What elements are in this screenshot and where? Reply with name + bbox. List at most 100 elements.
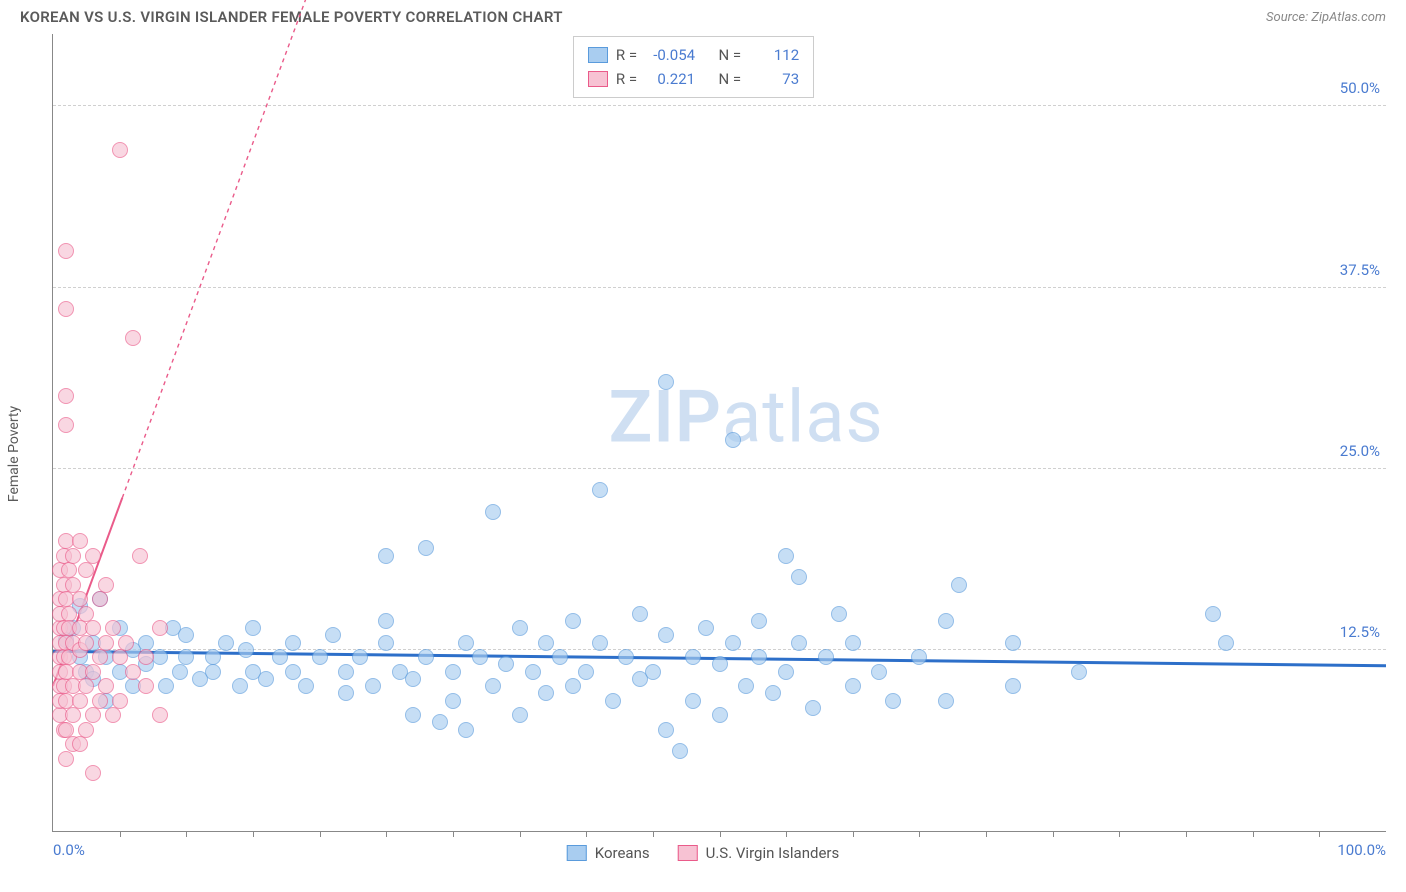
scatter-point [245, 620, 261, 636]
scatter-point [58, 417, 74, 433]
legend-swatch [588, 71, 608, 87]
x-tick [853, 831, 854, 837]
scatter-point [85, 664, 101, 680]
scatter-point [85, 620, 101, 636]
scatter-point [885, 693, 901, 709]
scatter-point [78, 678, 94, 694]
scatter-point [525, 664, 541, 680]
x-tick [253, 831, 254, 837]
x-tick [1119, 831, 1120, 837]
x-tick [1186, 831, 1187, 837]
scatter-point [112, 693, 128, 709]
scatter-point [712, 707, 728, 723]
source-attribution: Source: ZipAtlas.com [1266, 10, 1386, 25]
scatter-point [65, 707, 81, 723]
scatter-point [871, 664, 887, 680]
x-tick [1053, 831, 1054, 837]
scatter-point [1218, 635, 1234, 651]
scatter-point [418, 540, 434, 556]
scatter-point [105, 707, 121, 723]
stat-r-label: R = [616, 67, 637, 91]
scatter-point [698, 620, 714, 636]
scatter-point [178, 627, 194, 643]
scatter-point [85, 765, 101, 781]
scatter-point [658, 627, 674, 643]
scatter-point [458, 722, 474, 738]
scatter-point [72, 693, 88, 709]
scatter-point [845, 678, 861, 694]
scatter-point [1005, 635, 1021, 651]
scatter-point [805, 700, 821, 716]
scatter-point [911, 649, 927, 665]
scatter-point [458, 635, 474, 651]
scatter-point [538, 685, 554, 701]
x-tick [520, 831, 521, 837]
stats-legend: R =-0.054 N =112R =0.221 N =73 [573, 36, 814, 98]
scatter-point [85, 707, 101, 723]
x-tick [986, 831, 987, 837]
legend-item: Koreans [567, 844, 650, 862]
x-tick [919, 831, 920, 837]
x-tick [1319, 831, 1320, 837]
scatter-point [605, 693, 621, 709]
scatter-point [152, 620, 168, 636]
scatter-point [831, 606, 847, 622]
scatter-point [618, 649, 634, 665]
scatter-point [725, 432, 741, 448]
stat-r-label: R = [616, 43, 637, 67]
stat-n-value: 112 [749, 43, 799, 67]
scatter-point [672, 743, 688, 759]
scatter-point [1071, 664, 1087, 680]
scatter-point [258, 671, 274, 687]
scatter-point [498, 656, 514, 672]
x-tick [120, 831, 121, 837]
scatter-point [632, 606, 648, 622]
scatter-point [658, 374, 674, 390]
scatter-point [125, 330, 141, 346]
scatter-point [712, 656, 728, 672]
scatter-point [78, 562, 94, 578]
scatter-point [112, 649, 128, 665]
scatter-point [325, 627, 341, 643]
x-tick [586, 831, 587, 837]
scatter-point [58, 243, 74, 259]
scatter-point [98, 577, 114, 593]
scatter-point [105, 620, 121, 636]
scatter-point [118, 635, 134, 651]
scatter-point [818, 649, 834, 665]
scatter-point [485, 678, 501, 694]
scatter-point [418, 649, 434, 665]
scatter-point [352, 649, 368, 665]
scatter-point [132, 548, 148, 564]
legend-swatch [678, 845, 698, 861]
scatter-point [512, 707, 528, 723]
stat-r-value: -0.054 [645, 43, 695, 67]
scatter-point [378, 548, 394, 564]
stat-r-value: 0.221 [645, 67, 695, 91]
scatter-point [751, 613, 767, 629]
stat-n-label: N = [719, 67, 742, 91]
scatter-point [218, 635, 234, 651]
scatter-point [445, 664, 461, 680]
stat-n-label: N = [719, 43, 742, 67]
scatter-point [512, 620, 528, 636]
scatter-point [578, 664, 594, 680]
scatter-point [725, 635, 741, 651]
scatter-point [538, 635, 554, 651]
scatter-point [92, 591, 108, 607]
scatter-point [791, 569, 807, 585]
scatter-point [72, 533, 88, 549]
stats-legend-row: R =0.221 N =73 [588, 67, 799, 91]
scatter-point [685, 693, 701, 709]
scatter-point [61, 562, 77, 578]
scatter-point [485, 504, 501, 520]
scatter-point [205, 664, 221, 680]
scatter-point [72, 736, 88, 752]
scatter-point [98, 635, 114, 651]
x-tick [1253, 831, 1254, 837]
scatter-point [92, 649, 108, 665]
scatter-point [765, 685, 781, 701]
x-tick [720, 831, 721, 837]
x-tick [453, 831, 454, 837]
scatter-point [158, 678, 174, 694]
